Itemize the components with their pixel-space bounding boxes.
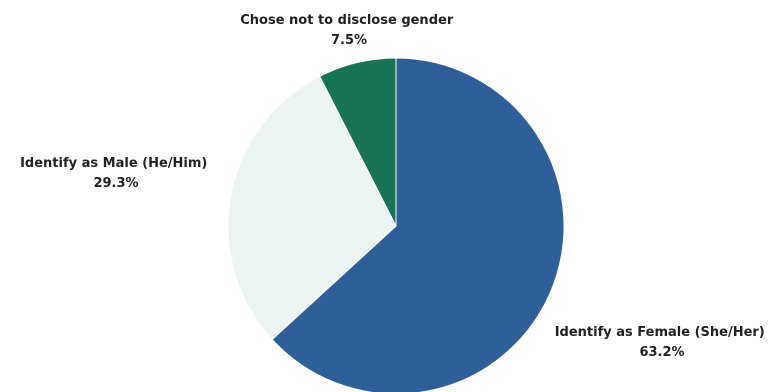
pie-slice-female: [271, 57, 565, 392]
pie-slices: [227, 57, 565, 392]
label-undisclosed-value: 7.5%: [331, 33, 367, 48]
pie-slice-undisclosed: [319, 57, 397, 227]
label-undisclosed-name: Chose not to disclose gender: [240, 13, 454, 28]
label-male-value: 29.3%: [93, 176, 138, 191]
label-male: Identify as Male (He/Him) 29.3%: [20, 156, 212, 191]
label-female: Identify as Female (She/Her) 63.2%: [555, 325, 770, 360]
label-female-value: 63.2%: [639, 345, 684, 360]
label-male-name: Identify as Male (He/Him): [20, 156, 207, 171]
label-undisclosed: Chose not to disclose gender 7.5%: [240, 13, 458, 48]
label-female-name: Identify as Female (She/Her): [555, 325, 765, 340]
pie-slice-male: [227, 75, 397, 341]
